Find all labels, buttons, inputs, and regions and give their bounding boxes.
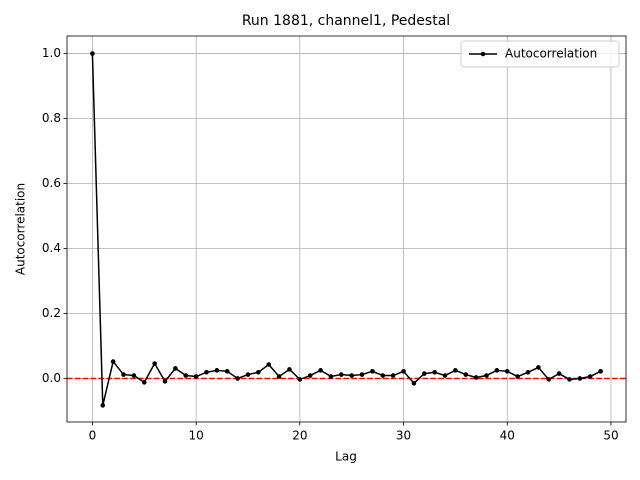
data-point — [287, 367, 292, 372]
y-tick-label: 0.0 — [42, 371, 61, 385]
data-point — [432, 369, 437, 375]
axes-frame — [66, 35, 627, 423]
legend-marker — [480, 51, 486, 57]
data-point — [131, 373, 137, 378]
y-axis-label: Autocorrelation — [14, 183, 28, 275]
data-point — [162, 379, 168, 384]
data-point — [401, 369, 406, 374]
chart-title: Run 1881, channel1, Pedestal — [242, 13, 450, 29]
data-point — [504, 369, 510, 374]
data-point — [442, 373, 448, 378]
data-point — [411, 381, 417, 386]
data-point — [256, 369, 261, 375]
data-point — [318, 368, 323, 373]
y-tick-label: 0.2 — [42, 306, 61, 320]
data-point — [110, 359, 116, 364]
data-point — [536, 365, 541, 370]
data-point — [100, 403, 106, 408]
x-tick-label: 0 — [89, 429, 97, 443]
data-point — [224, 369, 230, 374]
y-tick-label: 0.6 — [42, 176, 61, 190]
data-point — [141, 380, 147, 385]
data-point — [359, 372, 365, 377]
data-point — [567, 377, 572, 382]
legend-label: Autocorrelation — [505, 47, 597, 61]
data-line — [91, 53, 601, 406]
data-point — [297, 377, 303, 382]
data-point — [307, 373, 313, 378]
x-tick-label: 50 — [603, 429, 618, 443]
data-point — [556, 371, 562, 376]
data-point — [204, 369, 209, 375]
data-point — [463, 372, 469, 377]
data-point — [577, 376, 583, 381]
data-point — [484, 373, 489, 378]
legend-box — [460, 40, 620, 68]
x-axis-label: Lag — [335, 450, 357, 464]
data-point — [525, 369, 531, 375]
data-point — [214, 368, 220, 373]
data-point — [183, 373, 189, 378]
data-point — [494, 368, 500, 373]
x-tick-label: 10 — [188, 429, 203, 443]
data-point — [235, 376, 240, 381]
data-point — [328, 374, 334, 379]
x-tick-label: 40 — [500, 429, 515, 443]
data-point — [90, 51, 95, 56]
data-point — [421, 371, 427, 376]
data-point — [370, 369, 375, 374]
data-point — [380, 373, 386, 378]
data-point — [339, 372, 344, 377]
data-point — [546, 377, 552, 382]
data-point — [245, 372, 251, 377]
data-point — [193, 374, 199, 379]
data-point — [453, 368, 458, 373]
y-tick-label: 1.0 — [42, 46, 61, 60]
y-tick-label: 0.8 — [42, 111, 61, 125]
data-point — [598, 369, 603, 374]
data-point — [349, 373, 354, 378]
data-point — [473, 375, 479, 380]
data-point — [515, 374, 520, 379]
data-point — [152, 361, 157, 366]
y-tick-label: 0.4 — [42, 241, 61, 255]
x-tick-label: 20 — [292, 429, 307, 443]
x-tick-label: 30 — [396, 429, 411, 443]
data-point — [276, 374, 282, 379]
data-point — [173, 366, 178, 371]
data-point — [587, 374, 593, 379]
data-point — [390, 373, 396, 378]
data-point — [266, 362, 272, 367]
data-point — [121, 372, 126, 377]
